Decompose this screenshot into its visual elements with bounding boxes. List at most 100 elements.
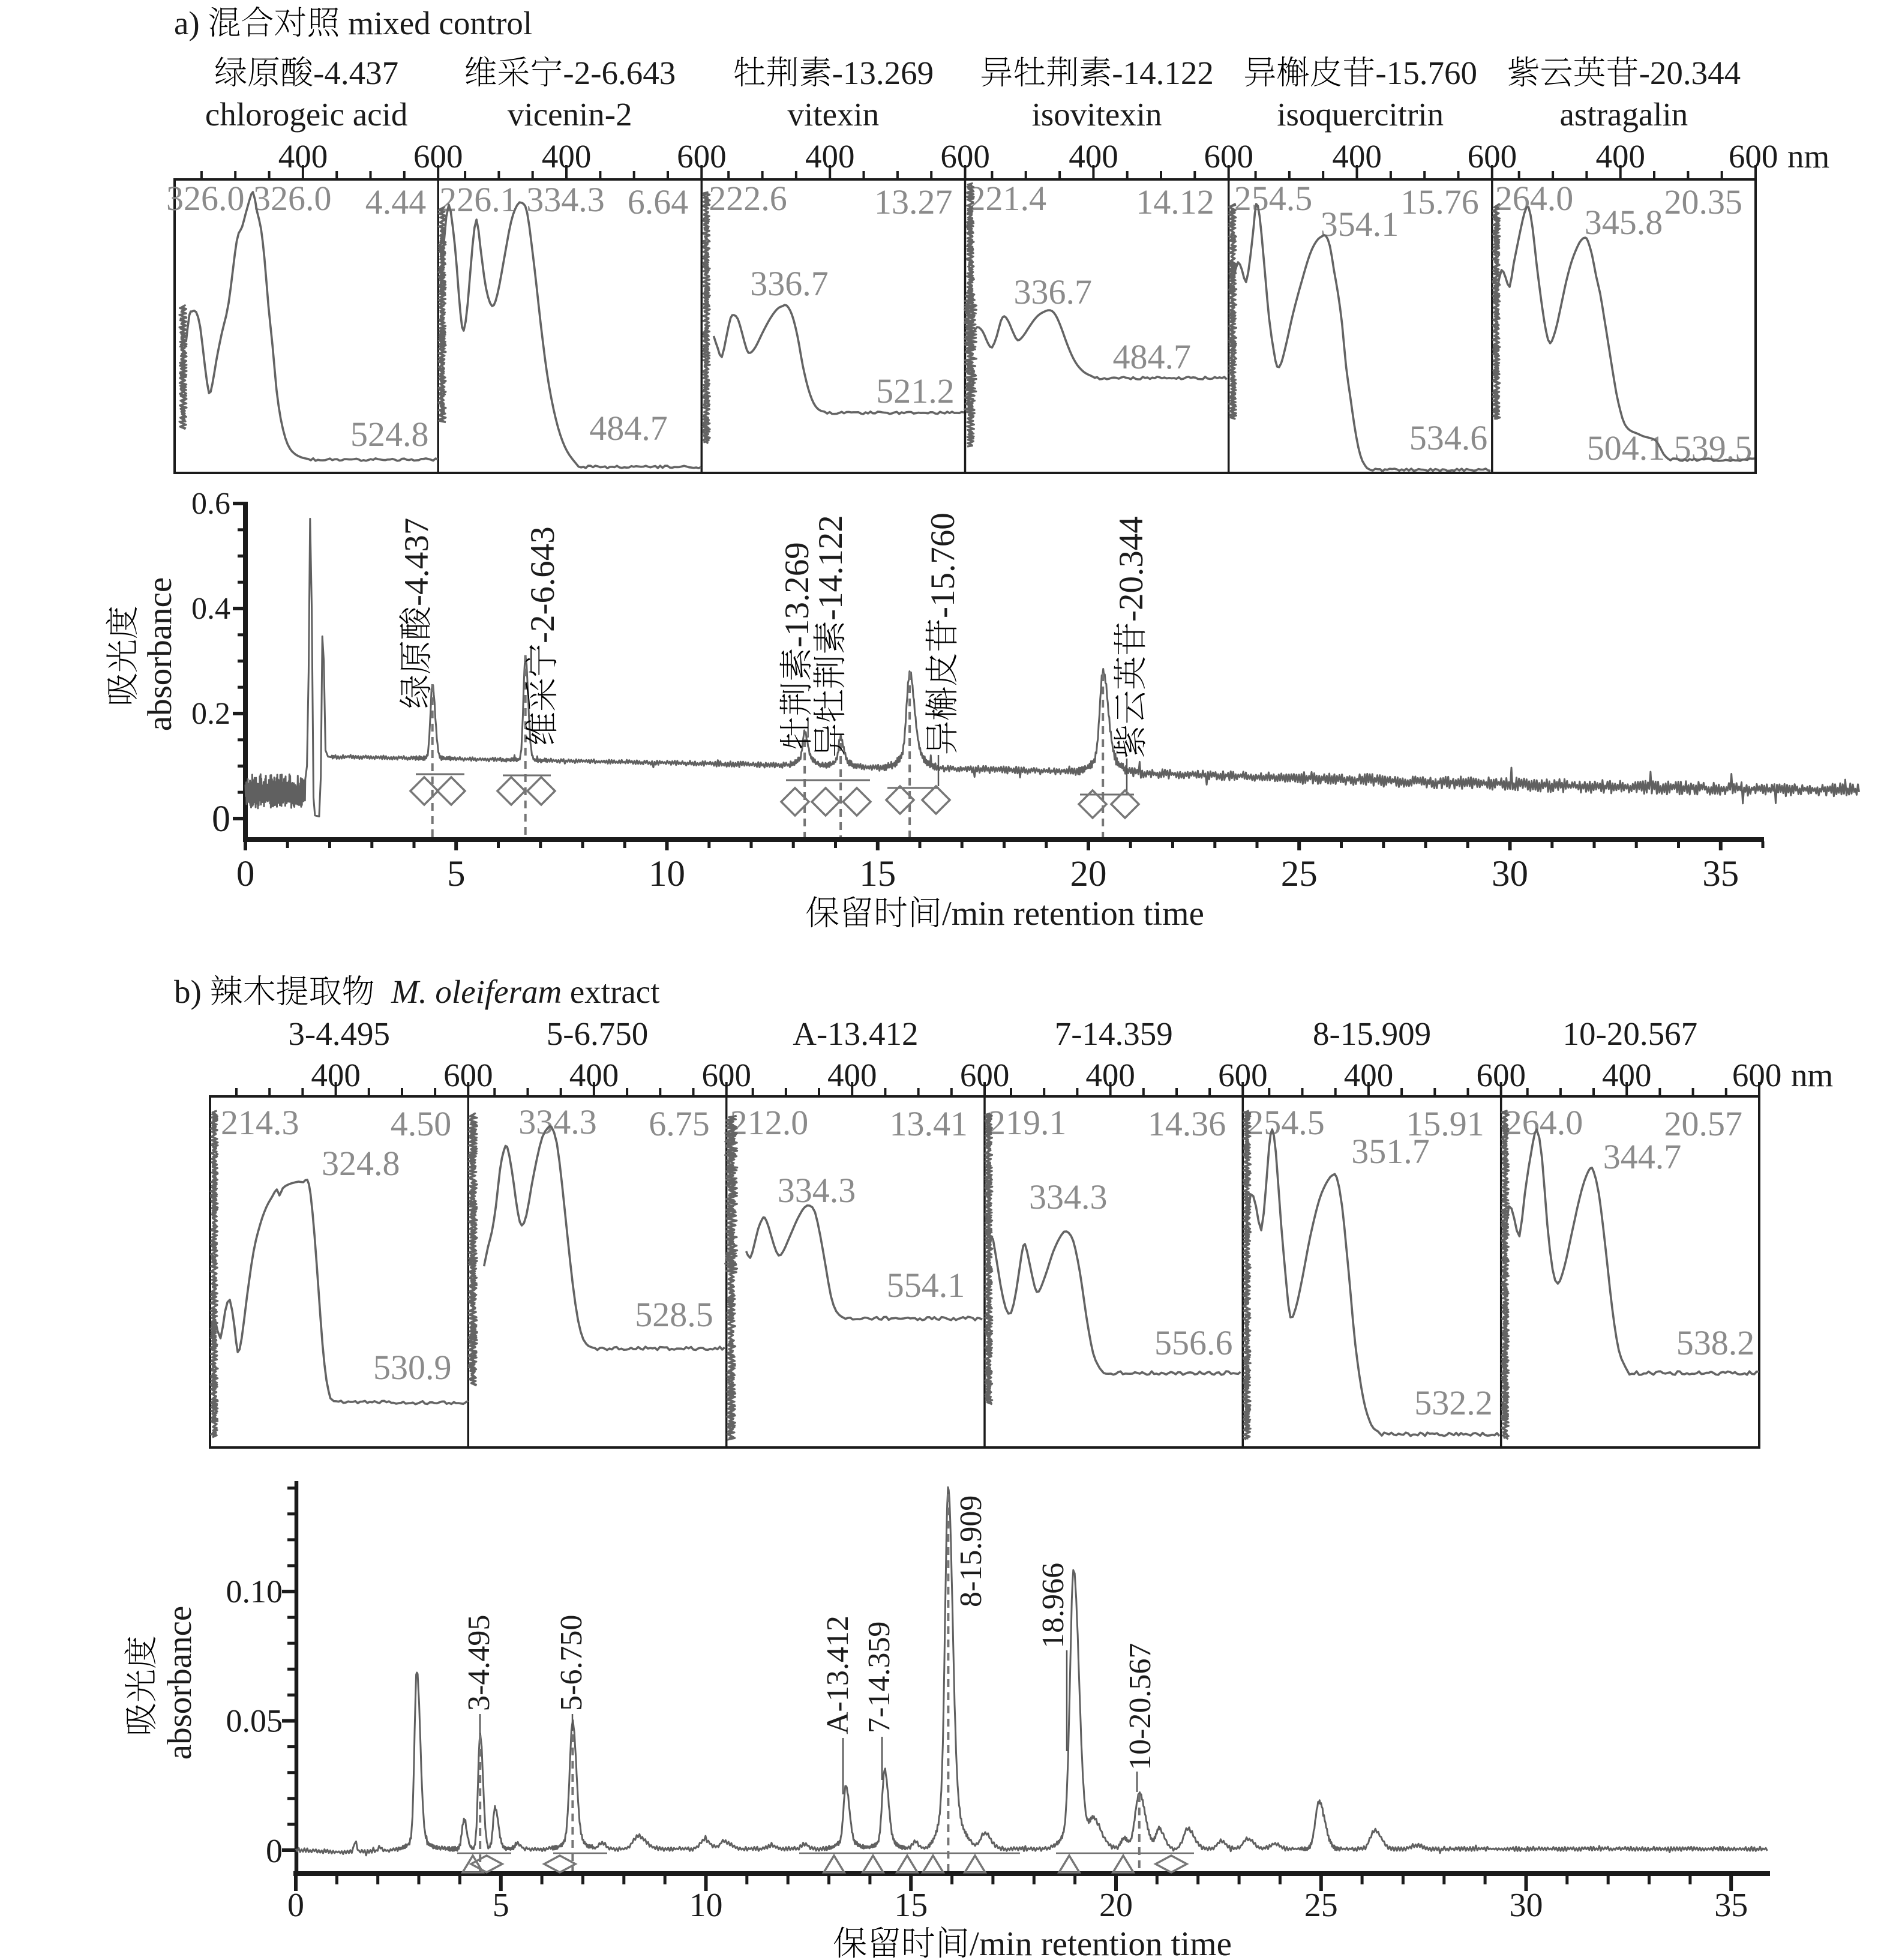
svg-text:484.7: 484.7 — [589, 409, 667, 448]
svg-text:extract: extract — [570, 973, 660, 1010]
svg-text:554.1: 554.1 — [887, 1266, 965, 1305]
svg-text:600: 600 — [1204, 138, 1254, 175]
svg-text:532.2: 532.2 — [1414, 1383, 1493, 1422]
svg-text:mixed control: mixed control — [348, 5, 532, 41]
svg-text:254.5: 254.5 — [1246, 1103, 1325, 1142]
svg-text:nm: nm — [1791, 1057, 1833, 1093]
svg-text:A-13.412: A-13.412 — [793, 1015, 918, 1052]
svg-text:A-13.412: A-13.412 — [821, 1616, 855, 1734]
svg-text:600: 600 — [960, 1057, 1010, 1093]
svg-text:6.75: 6.75 — [649, 1104, 710, 1143]
svg-text:5-6.750: 5-6.750 — [547, 1015, 649, 1052]
svg-text:600: 600 — [443, 1057, 493, 1093]
svg-text:15: 15 — [859, 854, 896, 894]
svg-text:0.4: 0.4 — [191, 592, 230, 626]
svg-text:4.44: 4.44 — [365, 182, 427, 221]
svg-text:-20.344: -20.344 — [1639, 55, 1741, 91]
svg-text:18.966: 18.966 — [1036, 1563, 1070, 1649]
svg-text:isovitexin: isovitexin — [1032, 96, 1162, 133]
svg-text:0: 0 — [212, 799, 230, 840]
svg-text:226.1 334.3: 226.1 334.3 — [439, 180, 605, 219]
svg-text:400: 400 — [1344, 1057, 1394, 1093]
svg-text:600: 600 — [677, 138, 727, 175]
svg-text:35: 35 — [1714, 1887, 1748, 1924]
svg-text:556.6: 556.6 — [1154, 1323, 1233, 1362]
svg-text:30: 30 — [1510, 1887, 1543, 1924]
svg-text:20: 20 — [1070, 854, 1107, 894]
svg-text:400: 400 — [805, 138, 855, 175]
svg-text:5-6.750: 5-6.750 — [554, 1615, 589, 1711]
svg-text:15: 15 — [894, 1887, 928, 1924]
svg-text:vicenin-2: vicenin-2 — [508, 96, 632, 133]
svg-text:326.0 326.0: 326.0 326.0 — [166, 179, 332, 218]
svg-text:3-4.495: 3-4.495 — [462, 1615, 496, 1711]
svg-text:400: 400 — [1332, 138, 1382, 175]
svg-text:10: 10 — [689, 1887, 723, 1924]
svg-text:219.1: 219.1 — [988, 1103, 1067, 1142]
svg-text:5: 5 — [493, 1887, 509, 1924]
svg-text:-13.269: -13.269 — [778, 542, 816, 648]
svg-text:534.6: 534.6 — [1409, 418, 1488, 457]
svg-text:/min retention time: /min retention time — [970, 1925, 1232, 1960]
svg-text:absorbance: absorbance — [161, 1606, 199, 1760]
svg-text:-14.122: -14.122 — [1112, 55, 1214, 91]
svg-text:264.0: 264.0 — [1505, 1103, 1583, 1142]
svg-text:400: 400 — [1596, 138, 1646, 175]
svg-text:600: 600 — [1218, 1057, 1268, 1093]
svg-text:14.36: 14.36 — [1148, 1104, 1226, 1143]
svg-text:13.27: 13.27 — [874, 182, 953, 221]
svg-text:0.6: 0.6 — [191, 487, 230, 521]
svg-text:-13.269: -13.269 — [832, 55, 934, 91]
svg-text:/min retention time: /min retention time — [942, 895, 1204, 933]
svg-text:600: 600 — [1729, 138, 1778, 175]
svg-text:400: 400 — [278, 138, 328, 175]
svg-text:400: 400 — [1085, 1057, 1135, 1093]
svg-text:0.2: 0.2 — [191, 697, 230, 731]
svg-text:14.12: 14.12 — [1136, 182, 1214, 221]
svg-text:M. oleiferam: M. oleiferam — [391, 973, 562, 1010]
svg-text:212.0: 212.0 — [730, 1103, 809, 1142]
svg-text:25: 25 — [1304, 1887, 1338, 1924]
svg-text:351.7: 351.7 — [1351, 1132, 1430, 1171]
svg-text:15.91: 15.91 — [1406, 1104, 1484, 1143]
svg-text:324.8: 324.8 — [322, 1144, 400, 1183]
svg-text:530.9: 530.9 — [373, 1348, 452, 1387]
svg-text:254.5: 254.5 — [1234, 179, 1313, 218]
svg-text:400: 400 — [569, 1057, 619, 1093]
svg-text:10-20.567: 10-20.567 — [1563, 1015, 1698, 1052]
svg-text:221.4: 221.4 — [968, 179, 1047, 218]
svg-text:336.7: 336.7 — [1014, 272, 1093, 311]
svg-text:336.7: 336.7 — [750, 264, 829, 303]
svg-text:334.3: 334.3 — [518, 1102, 597, 1141]
svg-text:10: 10 — [649, 854, 685, 894]
svg-text:484.7: 484.7 — [1113, 337, 1192, 376]
svg-text:214.3: 214.3 — [221, 1103, 299, 1142]
svg-text:538.2: 538.2 — [1676, 1323, 1755, 1362]
svg-text:8-15.909: 8-15.909 — [1313, 1015, 1431, 1052]
svg-text:334.3: 334.3 — [1029, 1177, 1108, 1216]
svg-text:nm: nm — [1787, 138, 1829, 175]
svg-text:600: 600 — [1468, 138, 1517, 175]
svg-text:600: 600 — [1477, 1057, 1526, 1093]
svg-text:20.35: 20.35 — [1664, 182, 1743, 221]
svg-text:600: 600 — [940, 138, 990, 175]
svg-text:5: 5 — [447, 854, 466, 894]
svg-text:524.8: 524.8 — [350, 415, 429, 454]
svg-text:521.2: 521.2 — [876, 371, 955, 410]
svg-text:-2-6.643: -2-6.643 — [563, 55, 676, 91]
svg-text:0.10: 0.10 — [226, 1574, 283, 1610]
svg-text:chlorogeic acid: chlorogeic acid — [205, 96, 407, 133]
svg-text:400: 400 — [827, 1057, 877, 1093]
svg-text:0: 0 — [236, 854, 255, 894]
svg-text:b): b) — [174, 973, 202, 1010]
svg-text:-15.760: -15.760 — [1375, 55, 1477, 91]
svg-text:10-20.567: 10-20.567 — [1123, 1643, 1157, 1770]
svg-text:-4.437: -4.437 — [313, 55, 398, 91]
svg-text:15.76: 15.76 — [1400, 182, 1479, 221]
svg-text:400: 400 — [1069, 138, 1118, 175]
svg-text:345.8: 345.8 — [1585, 203, 1663, 242]
svg-text:8-15.909: 8-15.909 — [954, 1496, 988, 1607]
svg-text:vitexin: vitexin — [788, 96, 880, 133]
svg-text:400: 400 — [311, 1057, 361, 1093]
svg-text:600: 600 — [702, 1057, 752, 1093]
